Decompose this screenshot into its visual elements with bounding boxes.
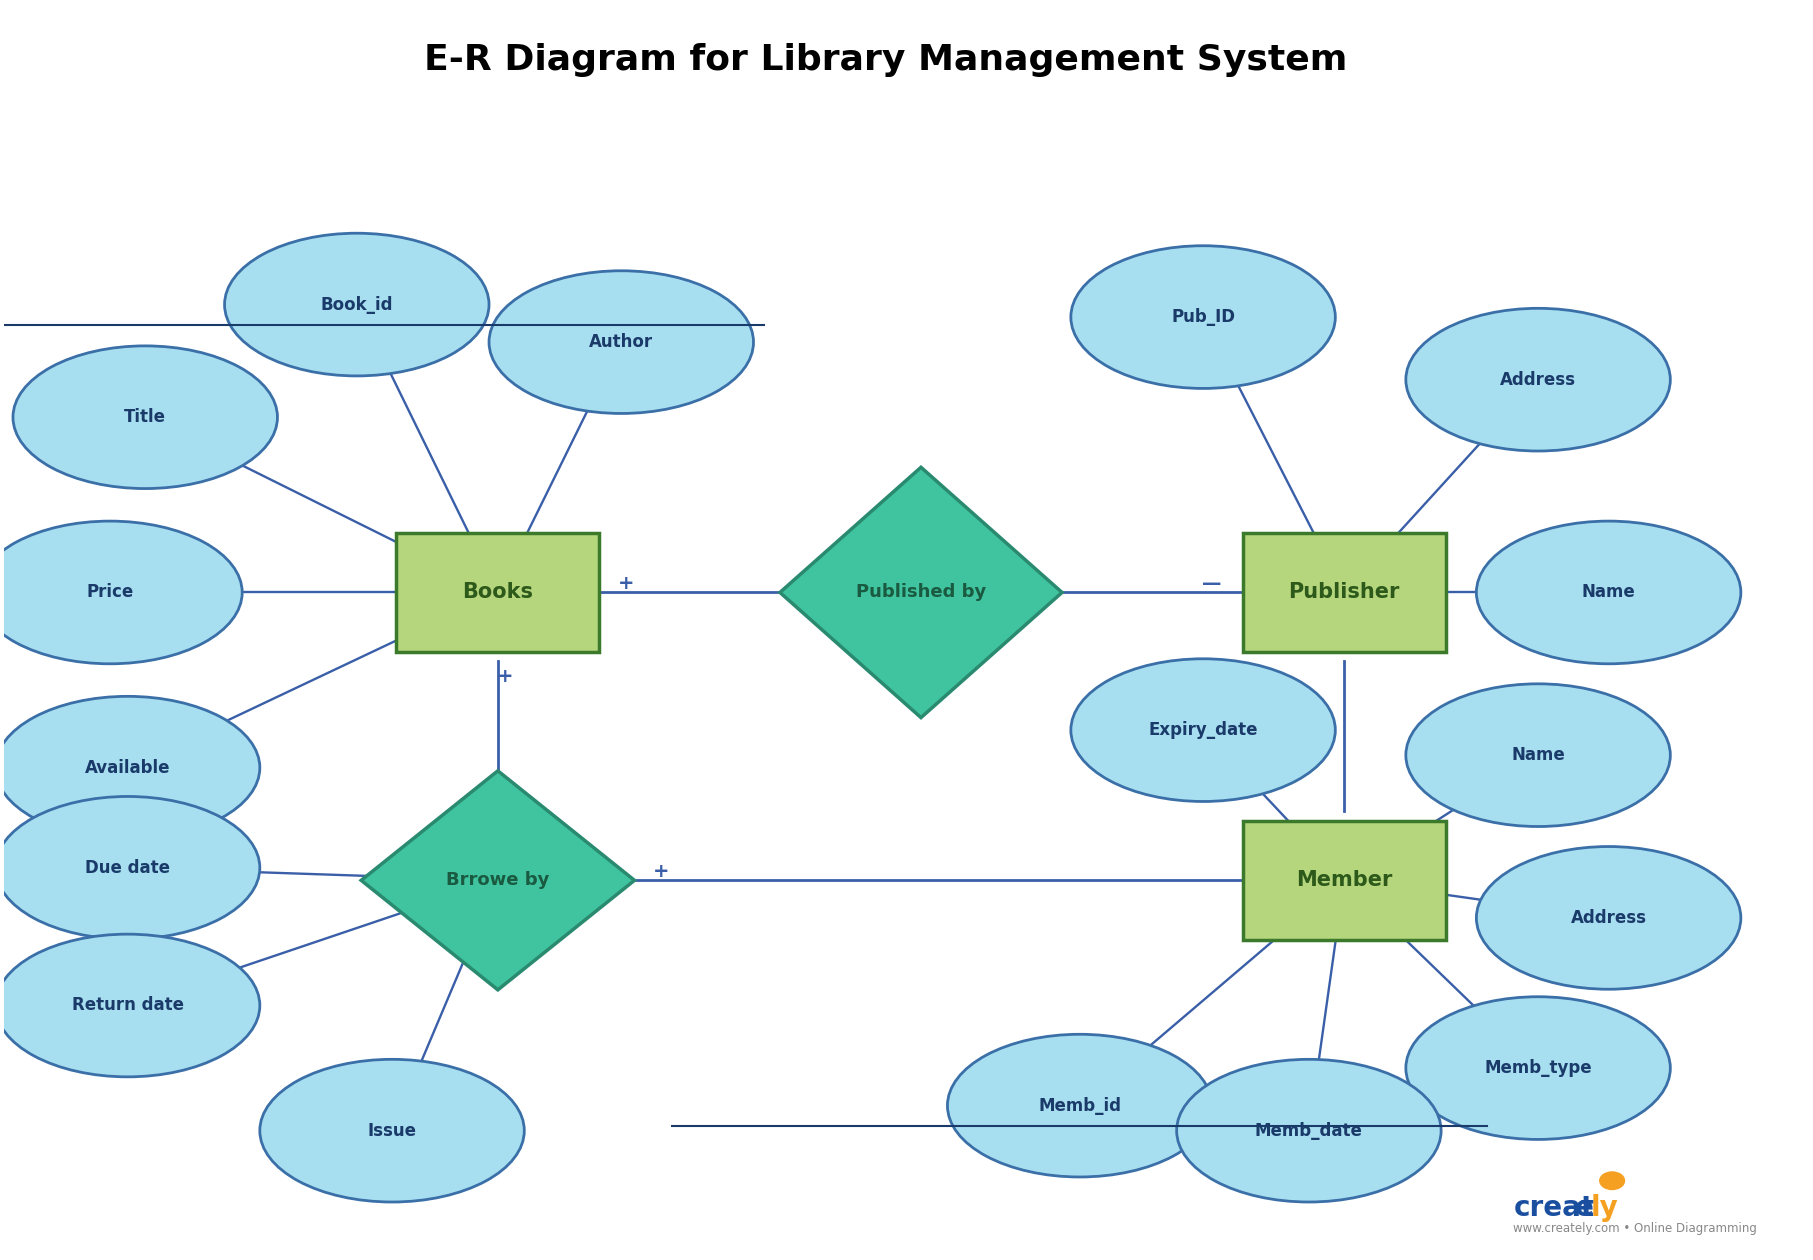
Text: Name: Name (1512, 746, 1565, 764)
Text: Price: Price (87, 583, 134, 601)
Text: Issue: Issue (368, 1121, 417, 1139)
Text: creat: creat (1514, 1194, 1594, 1222)
Ellipse shape (1071, 246, 1336, 388)
Ellipse shape (1405, 997, 1670, 1139)
Text: +: + (653, 862, 669, 881)
Text: Expiry_date: Expiry_date (1148, 721, 1258, 740)
Ellipse shape (0, 934, 259, 1077)
Ellipse shape (1405, 309, 1670, 451)
Ellipse shape (490, 271, 754, 413)
Ellipse shape (1177, 1060, 1441, 1202)
Text: Memb_date: Memb_date (1255, 1121, 1363, 1139)
Polygon shape (780, 467, 1062, 718)
Text: Brrowe by: Brrowe by (446, 872, 549, 890)
FancyBboxPatch shape (397, 533, 600, 651)
Text: Return date: Return date (71, 997, 183, 1014)
Ellipse shape (1071, 659, 1336, 801)
Ellipse shape (259, 1060, 524, 1202)
Text: +: + (618, 575, 635, 593)
Text: Member: Member (1296, 871, 1392, 891)
Text: Books: Books (462, 582, 533, 602)
Circle shape (1599, 1172, 1624, 1189)
Text: Memb_type: Memb_type (1485, 1060, 1592, 1077)
Text: Pub_ID: Pub_ID (1171, 309, 1235, 326)
Text: E-R Diagram for Library Management System: E-R Diagram for Library Management Syste… (424, 44, 1347, 78)
Ellipse shape (0, 522, 243, 664)
Text: Memb_id: Memb_id (1039, 1096, 1120, 1115)
Ellipse shape (0, 796, 259, 939)
Ellipse shape (225, 233, 490, 375)
Text: Name: Name (1581, 583, 1635, 601)
Text: Due date: Due date (85, 859, 170, 877)
Text: Title: Title (125, 408, 167, 426)
Text: Address: Address (1499, 370, 1575, 388)
FancyBboxPatch shape (1242, 533, 1445, 651)
Ellipse shape (1476, 847, 1740, 989)
Polygon shape (361, 771, 635, 990)
Ellipse shape (0, 697, 259, 839)
Ellipse shape (948, 1034, 1211, 1177)
Text: Published by: Published by (856, 583, 986, 601)
Text: Book_id: Book_id (321, 296, 393, 314)
Text: +: + (497, 667, 513, 685)
Ellipse shape (1476, 522, 1740, 664)
Text: e: e (1575, 1194, 1594, 1222)
Text: Publisher: Publisher (1289, 582, 1400, 602)
FancyBboxPatch shape (1242, 820, 1445, 940)
Text: —: — (1202, 575, 1222, 593)
Ellipse shape (13, 346, 277, 489)
Text: Author: Author (589, 333, 653, 352)
Ellipse shape (1405, 684, 1670, 827)
Text: ly: ly (1592, 1194, 1619, 1222)
Text: www.creately.com • Online Diagramming: www.creately.com • Online Diagramming (1514, 1222, 1757, 1235)
Text: Available: Available (85, 759, 170, 776)
Text: Address: Address (1570, 908, 1646, 927)
